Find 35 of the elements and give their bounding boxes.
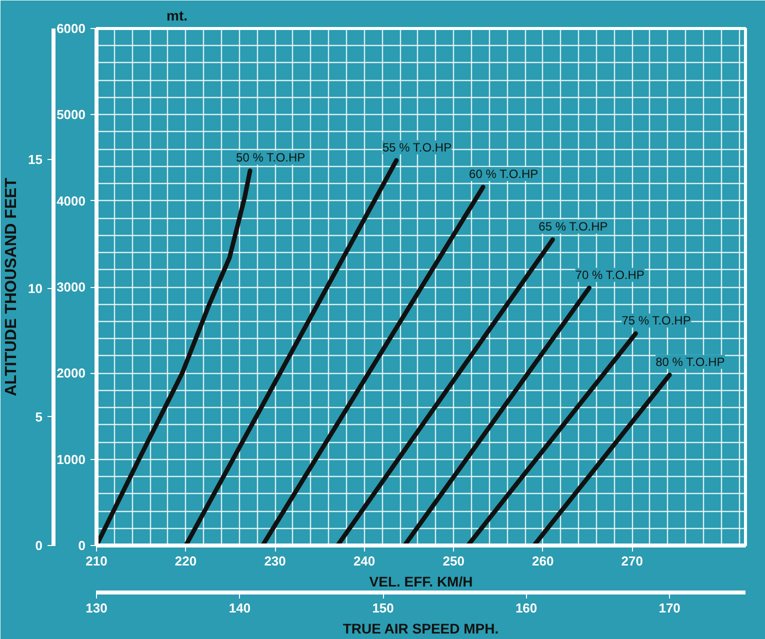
x2-tick-label: 150 (372, 600, 394, 616)
y-tick-label: 6000 (56, 21, 86, 36)
line-series (96, 168, 252, 546)
x2-tick-label: 160 (515, 600, 538, 616)
x-tick-label: 230 (264, 554, 286, 568)
x-tick-label: 240 (353, 554, 376, 568)
series-label: 75 % T.O.HP (622, 314, 691, 328)
y2-tick-label: 5 (35, 409, 43, 424)
x2-tick-label: 140 (228, 600, 251, 616)
x-tick-label: 270 (621, 554, 643, 568)
y-tick-label: 0 (78, 538, 86, 553)
x-axis-title: VEL. EFF. KM/H (369, 574, 473, 590)
series-label: 60 % T.O.HP (469, 167, 538, 182)
y2-axis-title: ALTITUDE THOUSAND FEET (3, 178, 20, 396)
series-label: 50 % T.O.HP (236, 150, 306, 165)
x-tick-label: 260 (532, 554, 554, 568)
x-tick-label: 250 (442, 554, 464, 568)
x-tick-label: 220 (174, 554, 197, 568)
series-label: 70 % T.O.HP (575, 268, 644, 282)
y2-tick-label: 0 (35, 538, 43, 553)
y-tick-label: 3000 (56, 280, 86, 294)
series-label: 55 % T.O.HP (382, 140, 452, 154)
y2-tick-label: 15 (28, 152, 43, 168)
x-tick-label: 210 (86, 554, 108, 568)
y-tick-label: 4000 (56, 193, 86, 208)
series-label: 65 % T.O.HP (538, 220, 608, 234)
y-tick-label: 5000 (56, 107, 86, 122)
x2-axis-title: TRUE AIR SPEED MPH. (342, 620, 499, 636)
x2-tick-label: 170 (658, 600, 680, 616)
y2-tick-label: 10 (28, 280, 43, 296)
y-tick-label: 2000 (56, 366, 86, 381)
y-tick-label: 1000 (56, 452, 86, 467)
series-label: 80 % T.O.HP (656, 354, 725, 369)
y-axis-title: mt. (166, 8, 188, 24)
x2-tick-label: 130 (86, 600, 108, 616)
